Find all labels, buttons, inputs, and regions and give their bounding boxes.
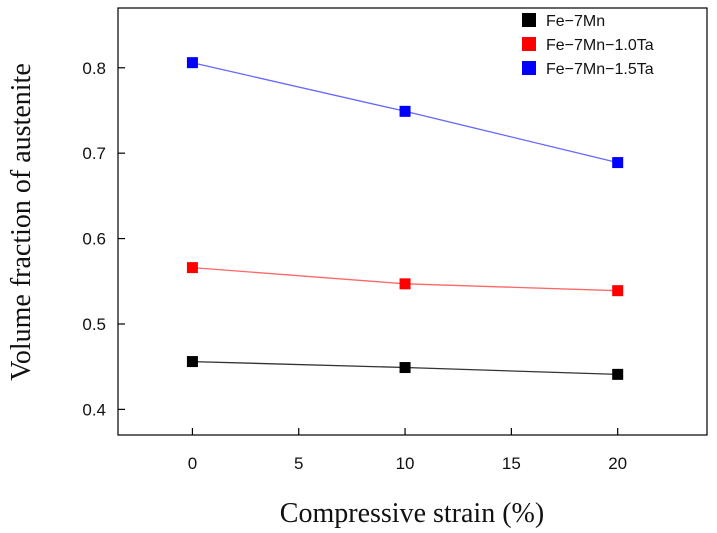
data-point: [399, 362, 411, 374]
data-point: [186, 262, 198, 274]
data-point: [399, 105, 411, 117]
x-tick-label: 20: [608, 454, 627, 473]
plot-area: [117, 7, 708, 436]
legend-swatch: [522, 37, 536, 51]
data-point: [399, 278, 411, 290]
x-axis: 0 5 10 15 20: [188, 428, 627, 473]
legend-swatch: [522, 13, 536, 27]
series-layer: [186, 57, 624, 380]
legend-swatch: [522, 61, 536, 75]
data-point: [186, 57, 198, 69]
data-point: [186, 356, 198, 368]
data-point: [612, 157, 624, 169]
legend-item: Fe−7Mn−1.5Ta: [522, 61, 654, 78]
x-tick-label: 5: [294, 454, 303, 473]
x-tick-label: 0: [188, 454, 197, 473]
x-axis-title: Compressive strain (%): [280, 498, 544, 529]
legend-label: Fe−7Mn−1.0Ta: [546, 37, 654, 54]
legend: Fe−7Mn Fe−7Mn−1.0Ta Fe−7Mn−1.5Ta: [522, 13, 654, 78]
y-axis-title: Volume fraction of austenite: [6, 63, 37, 381]
y-tick-label: 0.5: [82, 315, 106, 334]
y-axis: 0.4 0.5 0.6 0.7 0.8: [82, 59, 125, 419]
series-1: [186, 356, 624, 380]
y-tick-label: 0.8: [82, 59, 106, 78]
y-tick-label: 0.4: [82, 400, 106, 419]
data-point: [612, 285, 624, 297]
y-tick-label: 0.6: [82, 230, 106, 249]
legend-label: Fe−7Mn−1.5Ta: [546, 61, 654, 78]
x-tick-label: 15: [502, 454, 521, 473]
legend-item: Fe−7Mn−1.0Ta: [522, 37, 654, 54]
legend-item: Fe−7Mn: [522, 13, 605, 30]
series-2: [186, 262, 624, 297]
x-tick-label: 10: [396, 454, 415, 473]
legend-label: Fe−7Mn: [546, 13, 605, 30]
series-3: [186, 57, 624, 169]
y-tick-label: 0.7: [82, 144, 106, 163]
data-point: [612, 368, 624, 380]
